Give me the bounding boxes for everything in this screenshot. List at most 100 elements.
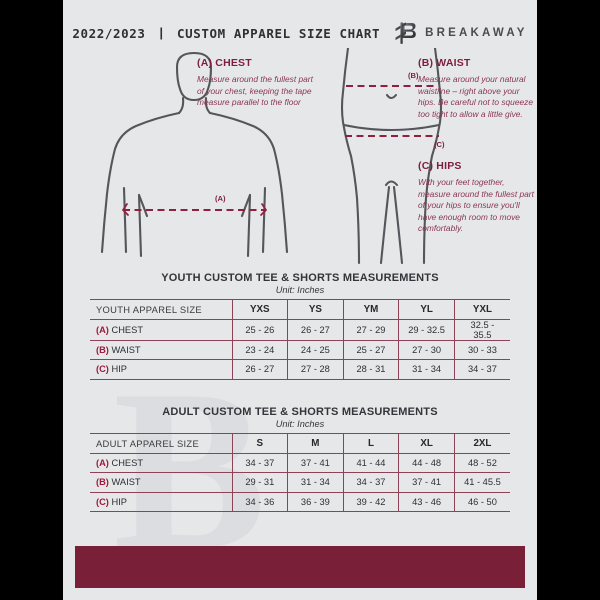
cell: 25 - 26 [231, 318, 288, 340]
callout-chest-body: Measure around the fullest part of your … [197, 74, 313, 108]
youth-size-table: YOUTH APPAREL SIZE YXS YS YM YL YXL (A) … [90, 299, 510, 380]
row-name: HIP [111, 496, 128, 507]
cell: 34 - 36 [231, 491, 288, 512]
cell: 46 - 50 [453, 491, 510, 512]
youth-table-title: YOUTH CUSTOM TEE & SHORTS MEASUREMENTS [161, 272, 439, 284]
table-row: (A) CHEST 34 - 37 37 - 41 41 - 44 44 - 4… [90, 452, 510, 473]
cell: 41 - 45.5 [453, 472, 510, 492]
arm-inner-left [122, 186, 128, 254]
cell: 27 - 29 [342, 318, 399, 340]
callout-waist-title: (B) WAIST [418, 57, 471, 69]
cell: 34 - 37 [231, 452, 288, 473]
inner-leg-left [379, 185, 391, 265]
adult-size-s: S [231, 433, 288, 454]
footer-accent-bar [75, 546, 525, 588]
torso-side-right [246, 193, 252, 258]
arm-inner-right [261, 186, 267, 254]
page-title: CUSTOM APPAREL SIZE CHART [176, 25, 381, 41]
cell: 34 - 37 [453, 359, 510, 380]
table-header-row: YOUTH APPAREL SIZE YXS YS YM YL YXL [90, 299, 510, 320]
cell: 43 - 46 [398, 491, 455, 512]
header-separator: | [159, 26, 163, 40]
adult-size-2xl: 2XL [453, 433, 510, 454]
cell: 28 - 31 [342, 359, 399, 380]
row-tag: (A) [96, 324, 109, 335]
adult-size-xl: XL [398, 433, 455, 454]
chest-arrow-left [121, 203, 129, 216]
shoulder-arm-left [100, 111, 181, 254]
cell: 31 - 34 [287, 472, 344, 492]
callout-waist: (B) WAIST Measure around your natural wa… [418, 57, 533, 120]
row-tag: (C) [96, 364, 109, 375]
table-row: (B) WAIST 23 - 24 24 - 25 25 - 27 27 - 3… [90, 339, 510, 360]
cell: 37 - 41 [398, 472, 455, 492]
hip-outline-right [422, 48, 443, 265]
row-name: WAIST [111, 477, 141, 488]
adult-size-l: L [342, 433, 399, 454]
chest-line-label: (A) [215, 194, 226, 203]
page-header: 2022/2023 | CUSTOM APPAREL SIZE CHART [63, 20, 537, 46]
adult-row-waist-label: (B) WAIST [90, 472, 232, 492]
cell: 39 - 42 [342, 491, 399, 512]
cell: 29 - 31 [231, 472, 288, 492]
cell: 36 - 39 [287, 491, 344, 512]
adult-header-label: ADULT APPAREL SIZE [90, 433, 232, 454]
cell: 27 - 30 [398, 339, 455, 360]
youth-size-yxl: YXL [453, 299, 510, 320]
adult-row-hip-label: (C) HIP [90, 491, 232, 512]
adult-measurements-section: ADULT CUSTOM TEE & SHORTS MEASUREMENTS U… [90, 406, 510, 512]
callout-hips-body: With your feet together, measure around … [418, 177, 534, 234]
row-name: CHEST [111, 457, 144, 468]
row-name: CHEST [111, 324, 144, 335]
cell: 26 - 27 [287, 318, 344, 340]
hips-line-label: (C) [434, 140, 445, 149]
crotch-top [384, 180, 399, 187]
header-season: 2022/2023 [72, 25, 146, 41]
adult-table-unit: Unit: Inches [275, 419, 325, 429]
youth-size-ys: YS [287, 299, 344, 320]
youth-table-unit: Unit: Inches [275, 285, 325, 295]
callout-chest-title: (A) CHEST [197, 57, 252, 69]
row-tag: (B) [96, 477, 109, 488]
row-name: WAIST [111, 344, 141, 355]
callout-hips-title: (C) HIPS [418, 160, 462, 172]
cell: 25 - 27 [342, 339, 399, 360]
navel [385, 93, 398, 100]
callout-waist-body: Measure around your natural waistline – … [418, 74, 533, 119]
body-figures-illustration [100, 48, 443, 265]
breakaway-b-monogram-icon [395, 22, 416, 44]
brand-name: BREAKAWAY [425, 27, 528, 39]
cell: 31 - 34 [398, 359, 455, 380]
youth-size-yxs: YXS [231, 299, 288, 320]
brand-logo: BREAKAWAY [394, 20, 528, 46]
youth-size-ym: YM [342, 299, 399, 320]
underarm-left [137, 193, 149, 218]
table-header-row: ADULT APPAREL SIZE S M L XL 2XL [90, 433, 510, 454]
table-row: (B) WAIST 29 - 31 31 - 34 34 - 37 37 - 4… [90, 472, 510, 492]
adult-table-title: ADULT CUSTOM TEE & SHORTS MEASUREMENTS [162, 406, 438, 418]
shoulder-arm-right [208, 111, 289, 254]
adult-size-table: ADULT APPAREL SIZE S M L XL 2XL (A) CHES… [90, 433, 510, 512]
inner-leg-right [392, 185, 404, 265]
neck-right [204, 96, 212, 115]
measurement-diagram: (A) (B) (C) (A) CHEST Measure around the… [63, 48, 537, 273]
cell: 34 - 37 [342, 472, 399, 492]
size-chart-page: B 2022/2023 | CUSTOM APPAREL SIZE CHART [63, 0, 537, 600]
cell: 26 - 27 [231, 359, 288, 380]
row-tag: (C) [96, 496, 109, 507]
table-row: (C) HIP 34 - 36 36 - 39 39 - 42 43 - 46 … [90, 491, 510, 512]
youth-header-label: YOUTH APPAREL SIZE [90, 299, 232, 320]
youth-row-waist-label: (B) WAIST [90, 339, 232, 360]
adult-row-chest-label: (A) CHEST [90, 452, 232, 473]
row-tag: (A) [96, 457, 109, 468]
cell: 29 - 32.5 [398, 318, 455, 340]
youth-row-chest-label: (A) CHEST [90, 318, 232, 340]
adult-size-m: M [287, 433, 344, 454]
cell: 48 - 52 [453, 452, 510, 473]
cell: 37 - 41 [287, 452, 344, 473]
cell: 30 - 33 [453, 339, 510, 360]
cell: 44 - 48 [398, 452, 455, 473]
row-tag: (B) [96, 344, 109, 355]
table-row: (A) CHEST 25 - 26 26 - 27 27 - 29 29 - 3… [90, 318, 510, 340]
